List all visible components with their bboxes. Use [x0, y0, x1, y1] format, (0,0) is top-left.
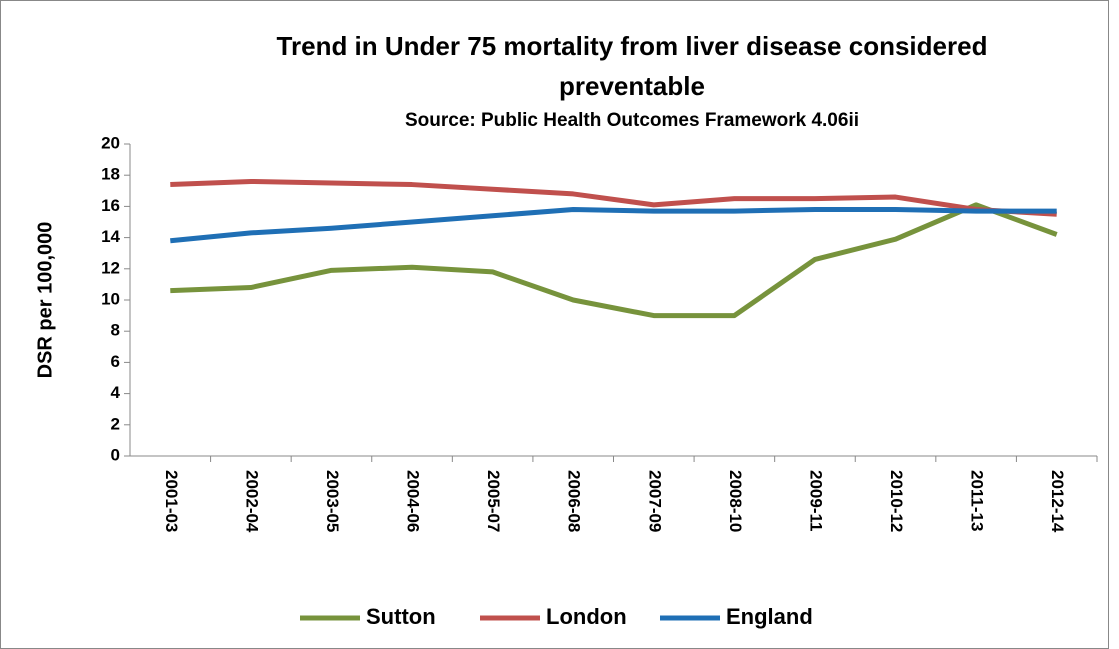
line-series: [170, 178, 1057, 217]
x-tick-label: 2001-03: [162, 470, 181, 532]
chart-title-line-1: Trend in Under 75 mortality from liver d…: [277, 31, 988, 61]
x-tick-label: 2006-08: [565, 470, 584, 532]
x-tick-label: 2011-13: [968, 470, 987, 531]
y-tick-label: 2: [111, 414, 120, 433]
y-tick-label: 6: [111, 352, 120, 371]
y-tick-label: 12: [101, 258, 120, 277]
x-tick-label: 2010-12: [887, 470, 906, 532]
x-tick-label: 2004-06: [404, 470, 423, 532]
x-tick-label: 2002-04: [242, 470, 261, 533]
line-series: [170, 207, 1057, 244]
y-axis-label: DSR per 100,000: [34, 222, 56, 379]
y-tick-label: 16: [101, 196, 120, 215]
chart-subtitle: Source: Public Health Outcomes Framework…: [405, 110, 859, 131]
legend-label: Sutton: [366, 604, 436, 629]
x-tick-label: 2012-14: [1048, 470, 1067, 533]
x-tick-label: 2003-05: [323, 470, 342, 532]
line-series: [170, 202, 1058, 319]
legend-label: England: [726, 604, 813, 629]
y-tick-label: 14: [101, 227, 120, 246]
x-tick-label: 2005-07: [484, 470, 503, 532]
x-tick-label: 2007-09: [645, 470, 664, 532]
x-tick-label: 2009-11: [806, 470, 825, 531]
y-tick-label: 20: [101, 133, 120, 152]
y-tick-label: 4: [111, 383, 121, 402]
y-tick-label: 0: [111, 445, 120, 464]
legend-label: London: [546, 604, 627, 629]
y-tick-label: 18: [101, 165, 120, 184]
x-tick-label: 2008-10: [726, 470, 745, 532]
y-tick-label: 8: [111, 321, 120, 340]
y-tick-label: 10: [101, 289, 120, 308]
chart-title-line-2: preventable: [559, 71, 705, 101]
